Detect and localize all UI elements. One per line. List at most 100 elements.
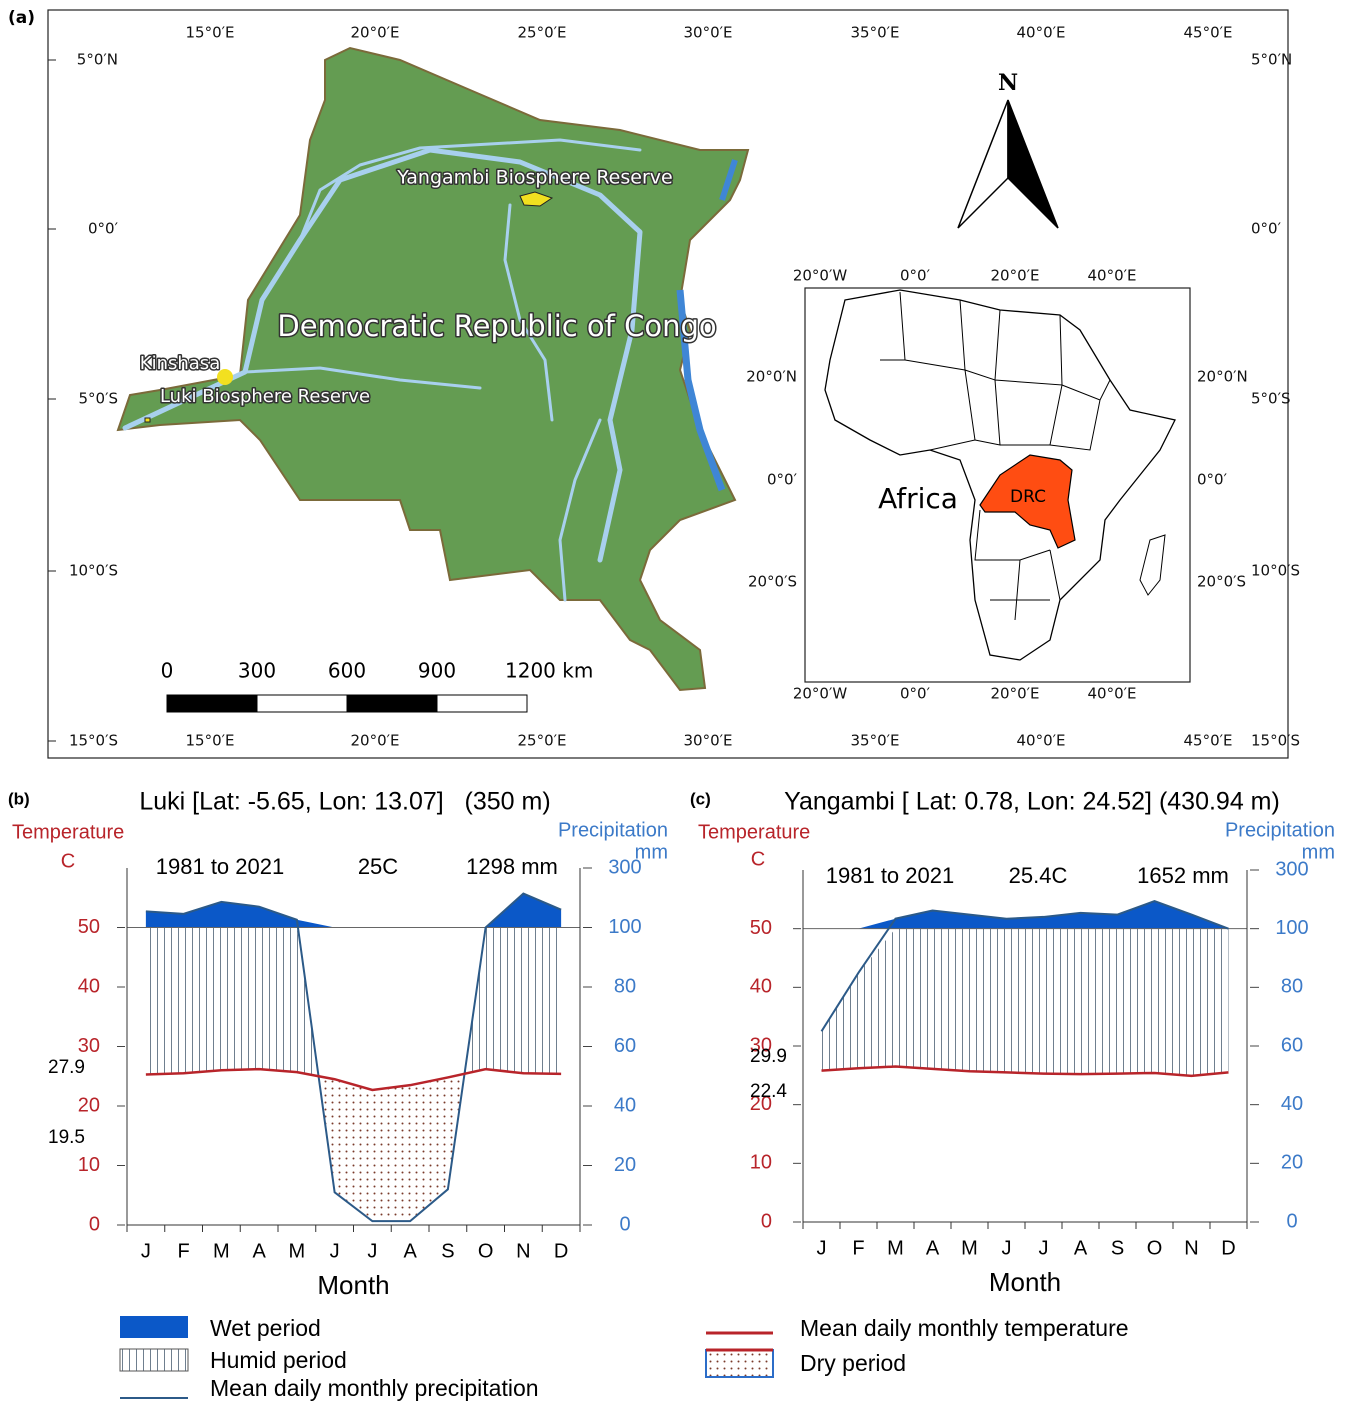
x-tick-label: S — [1111, 1237, 1124, 1259]
x-tick-label: J — [367, 1240, 377, 1262]
x-tick-label: S — [441, 1240, 454, 1262]
place-label: Yangambi Biosphere Reserve — [396, 167, 672, 189]
north-label: N — [998, 70, 1018, 96]
inset-lon-tick-label: 20°0′E — [990, 267, 1039, 285]
lon-tick-label: 15°0′E — [185, 732, 234, 750]
y-tick-label: 0 — [89, 1213, 100, 1235]
legend-label: Dry period — [800, 1350, 906, 1376]
y2-tick-label: 20 — [1281, 1152, 1303, 1174]
y2-tick-label: 40 — [614, 1094, 636, 1116]
y2-tick-label: 100 — [1275, 917, 1308, 939]
legend-label: Wet period — [210, 1315, 321, 1341]
y-axis-label: Temperature — [12, 821, 124, 843]
lat-tick-label: 0°0′ — [88, 220, 119, 238]
x-tick-label: A — [252, 1240, 266, 1262]
x-tick-label: N — [1184, 1237, 1198, 1259]
y-tick-label: 40 — [78, 975, 100, 997]
annotation: 1981 to 2021 — [826, 863, 954, 888]
x-tick-label: A — [1074, 1237, 1088, 1259]
panel-label: (c) — [690, 789, 711, 808]
lon-tick-label: 20°0′E — [350, 732, 399, 750]
scale-segment — [437, 695, 527, 712]
lon-tick-label: 20°0′E — [350, 24, 399, 42]
legend-swatch — [120, 1349, 188, 1371]
panel-label: (a) — [8, 8, 35, 28]
y-tick-label: 40 — [750, 976, 772, 998]
y2-tick-label: 0 — [619, 1213, 630, 1235]
luki-area — [145, 418, 150, 422]
y-tick-label: 10 — [750, 1152, 772, 1174]
y2-axis-unit: mm — [1302, 841, 1335, 863]
lon-tick-label: 15°0′E — [185, 24, 234, 42]
x-tick-label: M — [289, 1240, 306, 1262]
lon-tick-label: 45°0′E — [1183, 24, 1232, 42]
inset-lon-tick-label: 20°0′W — [793, 685, 848, 703]
inset-map: Africa DRC — [805, 288, 1190, 682]
lon-tick-label: 45°0′E — [1183, 732, 1232, 750]
y-axis-label: Temperature — [698, 821, 810, 843]
y-tick-label: 10 — [78, 1154, 100, 1176]
x-tick-label: J — [330, 1240, 340, 1262]
x-tick-label: O — [478, 1240, 494, 1262]
scale-segment — [347, 695, 437, 712]
y2-tick-label: 80 — [1281, 976, 1303, 998]
lon-tick-label: 40°0′E — [1016, 732, 1065, 750]
y2-tick-label: 80 — [614, 975, 636, 997]
y-tick-label: 50 — [750, 917, 772, 939]
y2-axis-label: Precipitation — [558, 819, 668, 841]
lat-tick-label: 5°0′N — [77, 51, 118, 69]
inset-lon-tick-label: 40°0′E — [1087, 685, 1136, 703]
inset-lat-tick-label: 0°0′ — [767, 471, 798, 489]
figure: (a) Yangambi Biosphere Reserve Democrati… — [0, 0, 1349, 1403]
inset-lon-tick-label: 20°0′E — [990, 685, 1039, 703]
scale-label: 900 — [418, 659, 456, 683]
y-tick-label: 50 — [78, 916, 100, 938]
scale-label: 300 — [238, 659, 276, 683]
country-label: DRC — [1010, 487, 1046, 507]
panel-label: (b) — [8, 789, 30, 808]
lon-tick-label: 35°0′E — [850, 732, 899, 750]
inset-lon-tick-label: 20°0′W — [793, 267, 848, 285]
y-tick-label: 30 — [78, 1035, 100, 1057]
lon-tick-label: 35°0′E — [850, 24, 899, 42]
y2-tick-label: 60 — [1281, 1034, 1303, 1056]
x-tick-label: M — [961, 1237, 978, 1259]
x-tick-label: J — [1039, 1237, 1049, 1259]
y2-tick-label: 100 — [608, 916, 641, 938]
legend-swatch — [120, 1316, 188, 1338]
climate-chart: 01020304050020406080100300JFMAMJJASONDMo… — [690, 788, 1335, 1297]
x-tick-label: J — [141, 1240, 151, 1262]
y-tick-label: 20 — [78, 1094, 100, 1116]
x-tick-label: N — [516, 1240, 530, 1262]
inset-lon-tick-label: 0°0′ — [900, 267, 931, 285]
lon-tick-label: 25°0′E — [517, 24, 566, 42]
x-tick-label: D — [554, 1240, 568, 1262]
annotation: 19.5 — [48, 1127, 85, 1148]
place-label: Kinshasa — [140, 353, 220, 374]
inset-lat-tick-label: 20°0′S — [748, 573, 797, 591]
y-axis-unit: C — [61, 850, 75, 872]
y2-tick-label: 0 — [1286, 1210, 1297, 1232]
annotation: 1298 mm — [466, 854, 558, 879]
inset-lat-tick-label: 20°0′S — [1197, 573, 1246, 591]
inset-lat-tick-label: 20°0′N — [1197, 368, 1248, 386]
x-tick-label: D — [1221, 1237, 1235, 1259]
legend-label: Mean daily monthly temperature — [800, 1315, 1129, 1341]
scale-segment — [167, 695, 257, 712]
lat-tick-label: 10°0′S — [1251, 562, 1300, 580]
y-axis-unit: C — [751, 848, 765, 870]
legend-label: Mean daily monthly precipitation — [210, 1375, 539, 1401]
x-axis-label: Month — [989, 1267, 1061, 1297]
x-tick-label: A — [926, 1237, 940, 1259]
lon-tick-label: 25°0′E — [517, 732, 566, 750]
inset-lat-tick-label: 20°0′N — [746, 368, 797, 386]
x-tick-label: F — [852, 1237, 864, 1259]
chart-title: Yangambi [ Lat: 0.78, Lon: 24.52] (430.9… — [784, 788, 1280, 816]
lat-tick-label: 15°0′S — [1251, 732, 1300, 750]
inset-lon-tick-label: 0°0′ — [900, 685, 931, 703]
lat-tick-label: 15°0′S — [69, 732, 118, 750]
x-tick-label: M — [887, 1237, 904, 1259]
x-tick-label: O — [1147, 1237, 1163, 1259]
map-panel: (a) Yangambi Biosphere Reserve Democrati… — [8, 8, 1300, 758]
x-tick-label: F — [178, 1240, 190, 1262]
